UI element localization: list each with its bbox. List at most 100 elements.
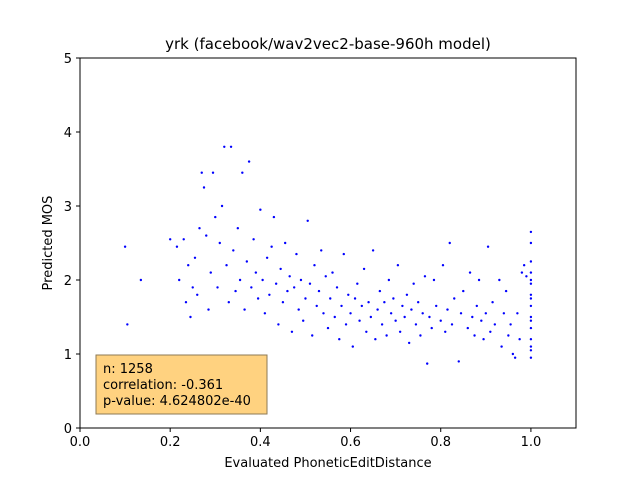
data-point [299, 278, 303, 282]
data-point [333, 315, 336, 319]
data-point [387, 278, 391, 282]
stats-line: correlation: -0.361 [103, 378, 223, 393]
data-point [378, 289, 382, 293]
data-point [423, 275, 427, 278]
y-tick-label: 5 [64, 52, 72, 67]
data-point [279, 267, 282, 271]
data-point [349, 312, 352, 315]
data-point [344, 323, 348, 326]
x-tick-label: 1.0 [521, 435, 542, 450]
data-point [270, 245, 273, 248]
data-point [225, 264, 228, 267]
data-point [126, 323, 129, 326]
plot-area [123, 145, 533, 365]
data-point [491, 301, 494, 304]
stats-box-background [95, 354, 268, 415]
data-point [302, 319, 305, 322]
data-point [511, 352, 515, 356]
data-point [500, 345, 503, 348]
data-point [261, 278, 264, 282]
data-point [383, 301, 386, 304]
data-point [200, 171, 203, 174]
data-point [529, 338, 533, 341]
data-point [351, 345, 354, 348]
data-point [338, 338, 341, 341]
data-point [317, 289, 321, 293]
data-point [444, 330, 447, 333]
data-point [254, 271, 258, 274]
data-point [241, 171, 244, 174]
y-axis-label: Predicted MOS [41, 196, 56, 291]
x-tick-label: 0.0 [70, 435, 91, 450]
data-point [414, 323, 418, 326]
data-point [520, 271, 524, 274]
data-point [389, 312, 393, 315]
data-point [295, 252, 298, 256]
data-point [412, 282, 415, 285]
data-point [529, 241, 533, 245]
data-point [407, 341, 411, 345]
data-point [281, 301, 285, 304]
y-tick-label: 1 [64, 348, 72, 363]
data-point [513, 356, 517, 359]
data-point [250, 286, 253, 289]
data-point [502, 312, 506, 315]
data-point [214, 215, 217, 219]
data-point [358, 319, 361, 322]
data-point [468, 271, 472, 274]
y-axis: 0 1 2 3 4 5 [64, 52, 80, 437]
data-point [353, 297, 357, 300]
x-axis: 0.0 0.2 0.4 0.6 0.8 1.0 [70, 428, 542, 450]
data-point [529, 297, 533, 300]
data-point [529, 356, 533, 359]
data-point [486, 245, 490, 248]
data-point [529, 282, 533, 285]
data-point [335, 286, 339, 289]
stats-line: n: 1258 [103, 362, 153, 377]
data-point [286, 289, 289, 293]
data-point [419, 334, 422, 337]
data-point [360, 304, 364, 308]
data-point [507, 334, 510, 337]
data-point [421, 312, 424, 315]
data-point [471, 315, 474, 319]
x-tick-label: 0.2 [160, 435, 181, 450]
data-point [139, 278, 143, 282]
data-point [453, 297, 456, 300]
data-point [484, 312, 488, 315]
data-point [516, 312, 519, 315]
data-point [369, 315, 373, 319]
x-tick-label: 0.4 [250, 435, 271, 450]
data-point [529, 315, 533, 319]
stats-line: p-value: 4.624802e-40 [103, 394, 251, 409]
data-point [489, 330, 492, 333]
chart-title: yrk (facebook/wav2vec2-base-960h model) [165, 35, 491, 53]
data-point [168, 238, 172, 241]
data-point [252, 238, 255, 241]
data-point [265, 256, 269, 259]
data-point [441, 264, 445, 267]
data-point [193, 256, 197, 259]
data-point [123, 245, 127, 248]
data-point [218, 241, 221, 245]
data-point [211, 171, 215, 174]
data-point [340, 304, 343, 308]
data-point [356, 282, 359, 285]
data-point [331, 271, 334, 274]
data-point [493, 323, 497, 326]
y-tick-label: 3 [64, 200, 72, 215]
data-point [529, 260, 533, 263]
data-point [347, 293, 350, 296]
data-point [525, 275, 528, 278]
data-point [245, 260, 249, 263]
data-point [322, 312, 325, 315]
data-point [529, 304, 533, 308]
data-point [398, 330, 402, 333]
data-point [182, 238, 185, 241]
data-point [234, 289, 237, 293]
y-tick-label: 4 [64, 126, 72, 141]
data-point [272, 215, 276, 219]
data-point [426, 362, 429, 365]
